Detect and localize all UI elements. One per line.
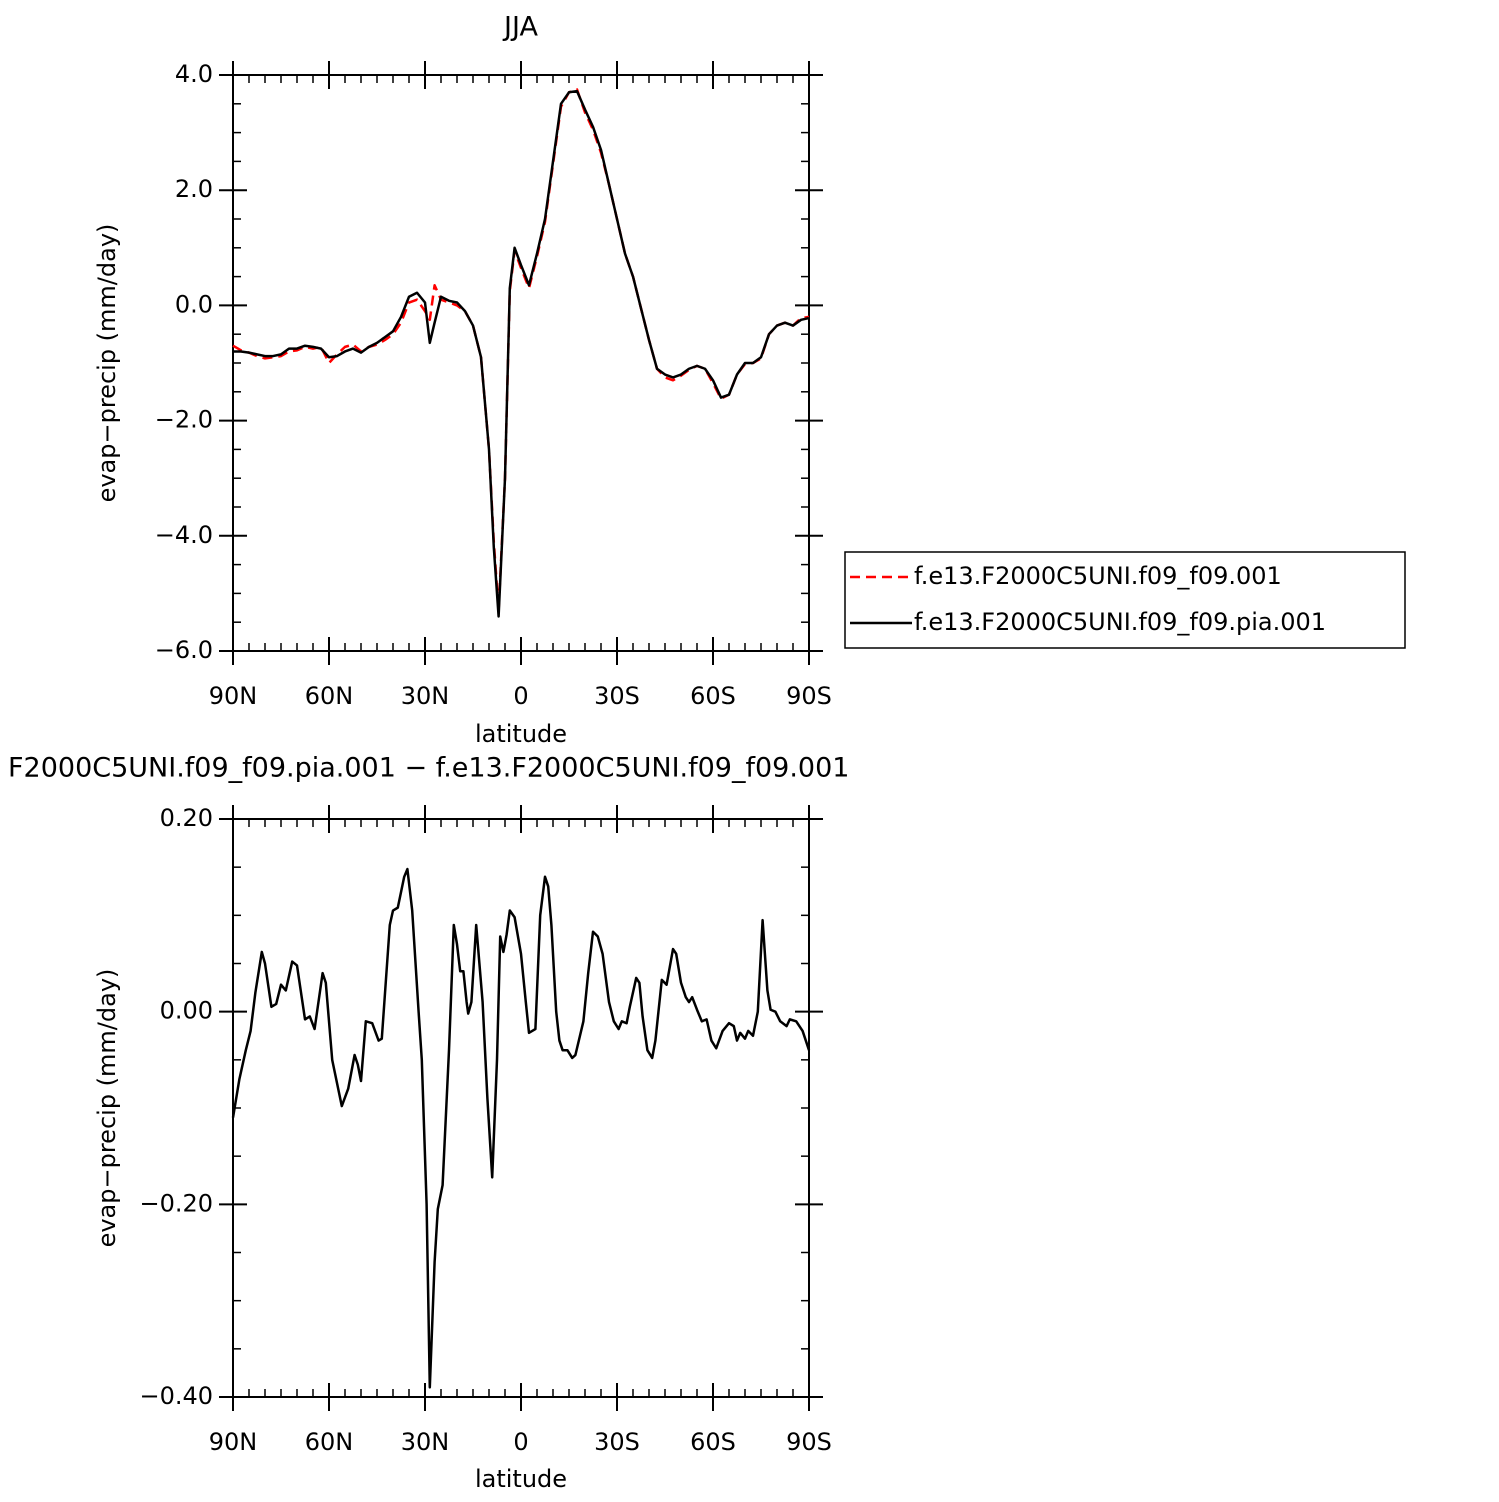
y-tick-label: −2.0 [155, 406, 213, 434]
y-tick-label: −6.0 [155, 636, 213, 664]
x-tick-label: 90N [209, 682, 258, 710]
x-tick-label: 90N [209, 1428, 258, 1456]
y-axis-label: evap−precip (mm/day) [93, 224, 121, 503]
y-tick-label: 0.00 [160, 997, 213, 1025]
x-tick-label: 0 [513, 1428, 528, 1456]
chart-title: F2000C5UNI.f09_f09.pia.001 − f.e13.F2000… [8, 753, 849, 784]
chart-title: JJA [502, 12, 538, 43]
x-tick-label: 90S [786, 1428, 832, 1456]
x-tick-label: 60S [690, 682, 736, 710]
legend-label: f.e13.F2000C5UNI.f09_f09.001 [914, 562, 1282, 590]
y-tick-label: −0.20 [139, 1189, 213, 1217]
x-tick-label: 0 [513, 682, 528, 710]
data-line [231, 867, 811, 1389]
plot-frame [232, 818, 810, 1398]
x-tick-label: 30N [401, 1428, 450, 1456]
y-tick-label: 2.0 [175, 175, 213, 203]
x-tick-label: 60N [305, 682, 354, 710]
data-line [232, 88, 810, 612]
plot-frame [232, 74, 810, 652]
y-tick-label: −0.40 [139, 1382, 213, 1410]
x-axis-label: latitude [475, 1465, 567, 1493]
x-axis-label: latitude [475, 720, 567, 748]
x-tick-label: 30S [594, 1428, 640, 1456]
y-axis-label: evap−precip (mm/day) [93, 969, 121, 1248]
x-tick-label: 60N [305, 1428, 354, 1456]
y-tick-label: 0.20 [160, 804, 213, 832]
data-line [233, 89, 810, 618]
x-tick-label: 30N [401, 682, 450, 710]
y-tick-label: −4.0 [155, 521, 213, 549]
legend-label: f.e13.F2000C5UNI.f09_f09.pia.001 [914, 608, 1326, 636]
y-tick-label: 0.0 [175, 290, 213, 318]
x-tick-label: 30S [594, 682, 640, 710]
y-tick-label: 4.0 [175, 60, 213, 88]
x-tick-label: 90S [786, 682, 832, 710]
legend-box [844, 551, 1406, 649]
x-tick-label: 60S [690, 1428, 736, 1456]
